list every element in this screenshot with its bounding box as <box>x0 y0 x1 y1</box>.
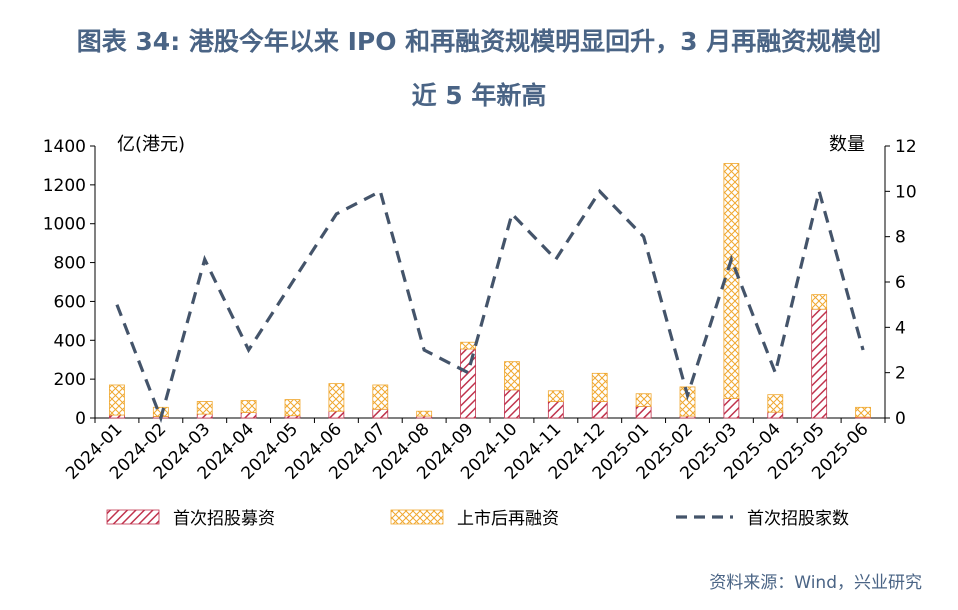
bar-refinancing <box>591 372 608 402</box>
bar-refinancing <box>460 341 476 350</box>
bar-refinancing <box>635 393 652 407</box>
bar-ipo <box>767 411 784 419</box>
left-tick-label: 1200 <box>43 176 86 196</box>
right-tick-label: 8 <box>895 228 906 248</box>
bar-ipo <box>196 413 213 419</box>
right-tick-label: 12 <box>895 137 917 157</box>
legend-label-ipo: 首次招股募资 <box>173 509 275 529</box>
left-tick-label: 800 <box>54 254 86 274</box>
bar-ipo <box>372 408 389 419</box>
bar-refinancing <box>679 386 696 417</box>
legend-label-count: 首次招股家数 <box>747 509 849 529</box>
source-note: 资料来源：Wind，兴业研究 <box>709 573 922 593</box>
bar-ipo <box>723 398 740 419</box>
legend-swatch-refinancing <box>390 509 444 525</box>
bar-ipo <box>240 412 257 419</box>
bar-refinancing <box>504 361 520 391</box>
right-axis-title: 数量 <box>829 134 865 155</box>
chart-title-line-1: 图表 34: 港股今年以来 IPO 和再融资规模明显回升，3 月再融资规模创 <box>76 27 882 56</box>
bar-refinancing <box>767 394 784 413</box>
left-tick-label: 600 <box>54 292 86 312</box>
bar-refinancing <box>723 163 740 399</box>
bar-refinancing <box>416 410 433 417</box>
legend-swatch-ipo <box>106 509 160 525</box>
bar-refinancing <box>240 400 257 413</box>
bar-ipo <box>328 410 345 419</box>
bar-ipo <box>635 405 652 419</box>
left-tick-label: 200 <box>54 370 86 390</box>
right-tick-label: 0 <box>895 409 906 429</box>
left-axis-title: 亿(港元) <box>117 134 185 155</box>
bar-ipo <box>547 401 564 419</box>
bar-refinancing <box>196 401 213 415</box>
bar-refinancing <box>855 406 871 418</box>
bar-ipo <box>504 389 520 419</box>
left-tick-label: 0 <box>75 409 86 429</box>
legend-label-refinancing: 上市后再融资 <box>457 509 559 529</box>
chart-title-line-2: 近 5 年新高 <box>411 81 547 110</box>
left-tick-label: 1400 <box>43 137 86 157</box>
right-tick-label: 4 <box>895 318 906 338</box>
right-tick-label: 10 <box>895 182 917 202</box>
bar-refinancing <box>547 390 564 402</box>
bar-refinancing <box>284 399 301 417</box>
bar-ipo <box>811 308 828 419</box>
bar-ipo <box>109 414 125 419</box>
left-tick-label: 1000 <box>43 215 86 235</box>
line-ipo-count <box>115 184 865 424</box>
bar-refinancing <box>328 383 345 412</box>
right-tick-label: 6 <box>895 273 906 293</box>
bar-ipo <box>591 401 608 419</box>
right-tick-label: 2 <box>895 364 906 384</box>
bar-refinancing <box>811 294 828 310</box>
left-tick-label: 400 <box>54 331 86 351</box>
bar-refinancing <box>372 384 389 410</box>
bar-refinancing <box>109 384 125 416</box>
